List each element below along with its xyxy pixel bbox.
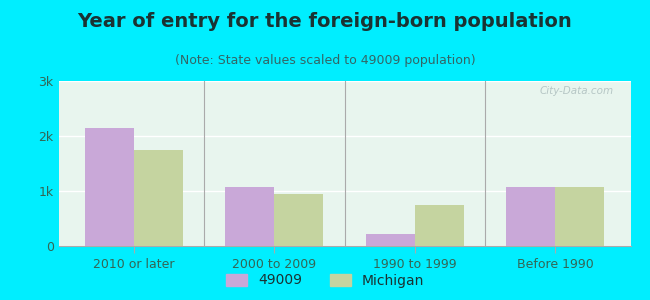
Bar — [134, 150, 183, 246]
Bar — [415, 205, 464, 246]
Bar — [274, 194, 324, 246]
Bar — [506, 187, 555, 246]
Text: City-Data.com: City-Data.com — [540, 86, 614, 96]
Text: Year of entry for the foreign-born population: Year of entry for the foreign-born popul… — [77, 12, 573, 31]
Text: (Note: State values scaled to 49009 population): (Note: State values scaled to 49009 popu… — [175, 54, 475, 67]
Bar — [225, 187, 274, 246]
Bar — [84, 128, 134, 246]
Bar — [365, 234, 415, 246]
Bar — [555, 187, 605, 246]
Legend: 49009, Michigan: 49009, Michigan — [220, 268, 430, 293]
